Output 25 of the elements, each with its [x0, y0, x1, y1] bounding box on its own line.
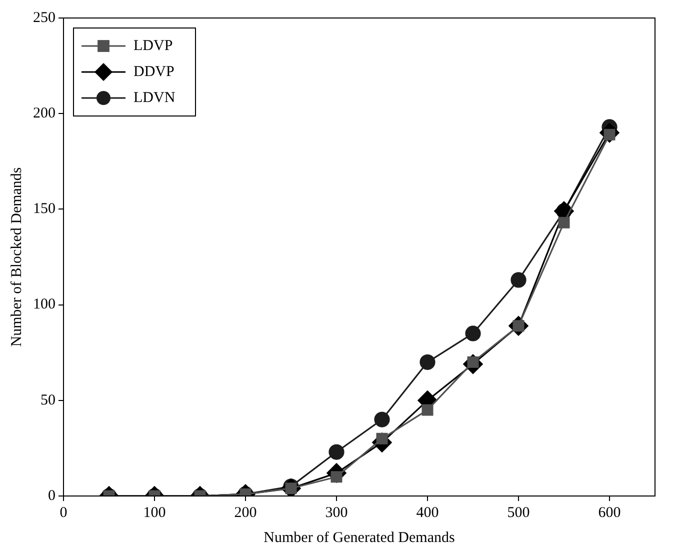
y-tick-label: 100 [33, 296, 56, 313]
legend-label: LDVN [134, 90, 176, 106]
y-tick-label: 50 [40, 392, 56, 408]
point [420, 354, 436, 370]
x-tick-label: 0 [60, 504, 68, 521]
point [465, 326, 481, 342]
legend-label: LDVP [134, 38, 173, 54]
point [510, 272, 526, 288]
y-axis-title: Number of Blocked Demands [8, 167, 25, 347]
x-tick-label: 100 [143, 504, 166, 521]
point [558, 216, 570, 228]
y-tick-label: 0 [48, 488, 56, 504]
x-tick-label: 400 [416, 504, 439, 521]
legend-label: DDVP [134, 64, 174, 80]
point [374, 412, 390, 428]
y-tick-label: 200 [33, 106, 56, 122]
y-tick-label: 150 [33, 201, 56, 218]
x-tick-label: 200 [234, 504, 257, 521]
y-tick-label: 250 [33, 10, 56, 26]
point [328, 444, 344, 460]
x-tick-label: 500 [507, 504, 530, 521]
point [422, 404, 434, 416]
x-axis-title: Number of Generated Demands [264, 530, 455, 546]
x-tick-label: 600 [598, 504, 621, 521]
x-tick-label: 300 [325, 504, 348, 521]
